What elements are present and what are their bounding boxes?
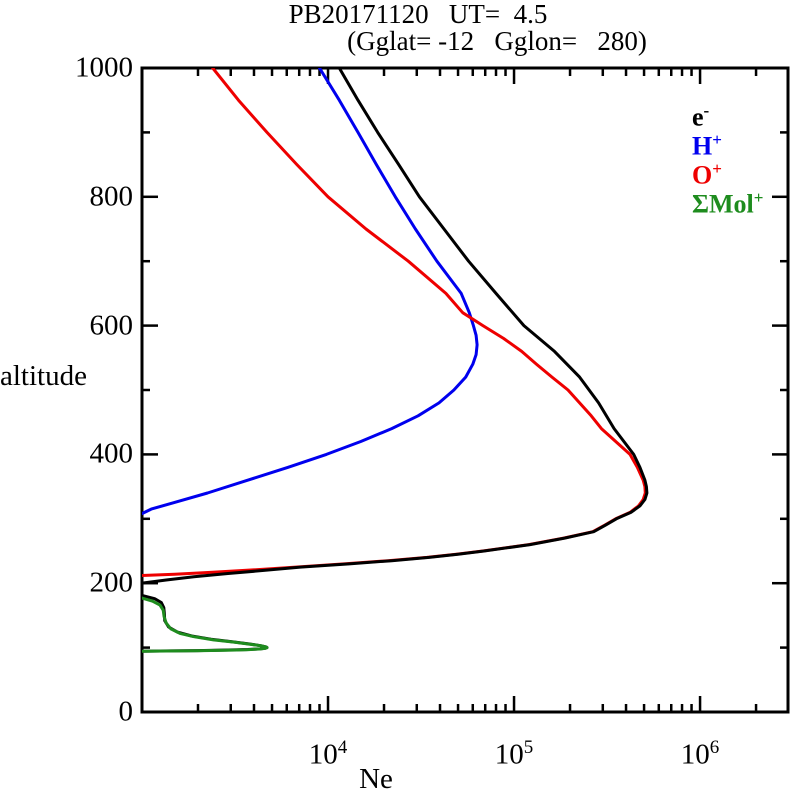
legend-item-h: H+ bbox=[692, 130, 722, 161]
axis-ticks bbox=[142, 66, 788, 714]
x-axis-label: Ne bbox=[359, 763, 393, 795]
chart-title: PB20171120 UT= 4.5 bbox=[288, 0, 548, 29]
y-tick-label-200: 200 bbox=[89, 566, 134, 599]
y-tick-label-400: 400 bbox=[89, 437, 134, 470]
y-axis-label: altitude bbox=[0, 360, 87, 392]
y-tick-label-1000: 1000 bbox=[75, 51, 133, 84]
series-e- bbox=[142, 68, 649, 585]
chart-subtitle: (Gglat= -12 Gglon= 280) bbox=[347, 26, 647, 56]
legend-item-o: O+ bbox=[692, 159, 722, 190]
x-tick-label-1e6: 106 bbox=[680, 737, 720, 771]
y-tick-label-600: 600 bbox=[89, 309, 134, 342]
y-tick-label-800: 800 bbox=[89, 180, 134, 213]
y-tick-label-0: 0 bbox=[118, 695, 134, 728]
legend-item-mol: ΣMol+ bbox=[692, 188, 764, 219]
series-h- bbox=[142, 68, 479, 516]
series-o- bbox=[142, 68, 647, 577]
x-tick-label-1e5: 105 bbox=[494, 737, 534, 771]
series-mol- bbox=[142, 596, 269, 653]
x-tick-label-1e4: 104 bbox=[308, 737, 348, 771]
legend-item-e: e- bbox=[692, 101, 710, 132]
